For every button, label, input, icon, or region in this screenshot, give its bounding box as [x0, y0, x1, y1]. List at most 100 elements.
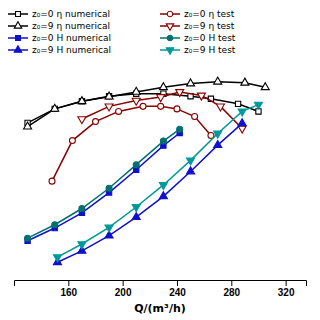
point-marker	[261, 83, 269, 90]
series-line	[28, 82, 266, 127]
point-marker	[53, 255, 61, 262]
series	[49, 103, 214, 184]
x-tick-label: 240	[169, 287, 186, 298]
series-line	[28, 129, 180, 238]
point-marker	[159, 183, 167, 190]
point-marker	[25, 235, 31, 241]
legend-item: z₀=0 η test	[160, 9, 235, 19]
point-marker	[132, 212, 140, 219]
legend-label: z₀=0 H numerical	[32, 33, 111, 43]
point-marker	[197, 93, 205, 100]
x-tick-mark	[286, 280, 287, 286]
legend-item: z₀=0 H test	[160, 33, 236, 43]
series-line	[28, 94, 259, 123]
series-line	[82, 92, 242, 129]
point-marker	[105, 92, 113, 99]
legend-marker	[166, 24, 173, 30]
series	[78, 90, 246, 133]
point-marker	[187, 167, 195, 174]
legend-marker	[167, 35, 173, 41]
point-marker	[69, 138, 75, 144]
legend-item: z₀=9 H numerical	[8, 45, 111, 55]
legend-marker	[166, 48, 173, 54]
legend-label: z₀=0 H test	[184, 33, 236, 43]
x-tick: 200	[115, 280, 132, 298]
point-marker	[216, 104, 224, 111]
x-tick: 320	[278, 280, 295, 298]
point-marker	[254, 102, 262, 109]
legend: z₀=0 η numerical z₀=0 η test z₀=9 η numeri…	[8, 9, 236, 55]
x-tick-mark	[123, 280, 124, 286]
point-marker	[116, 108, 122, 114]
legend-marker	[14, 46, 21, 52]
legend-item: z₀=9 η test	[160, 21, 235, 31]
legend-marker	[16, 12, 21, 17]
series	[25, 130, 182, 243]
point-marker	[187, 79, 195, 86]
legend-item: z₀=0 η numerical	[8, 9, 110, 19]
x-axis-line	[15, 281, 307, 287]
point-marker	[177, 126, 183, 132]
x-axis-title: Q/(m³/h)	[134, 302, 186, 315]
point-marker	[174, 106, 180, 112]
point-marker	[78, 117, 86, 124]
point-marker	[105, 104, 113, 111]
series	[25, 91, 261, 125]
legend-label: z₀=0 η test	[184, 9, 235, 19]
point-marker	[49, 178, 55, 184]
point-marker	[235, 101, 240, 106]
point-marker	[157, 95, 165, 102]
legend-item: z₀=9 H test	[160, 45, 236, 55]
series	[25, 126, 183, 241]
series	[53, 102, 262, 262]
point-marker	[214, 77, 222, 84]
x-axis: 160 200 240 280 320	[15, 280, 307, 298]
point-marker	[132, 205, 140, 212]
legend-marker	[16, 36, 21, 41]
point-marker	[52, 222, 58, 228]
legend-label: z₀=9 η test	[184, 21, 235, 31]
point-marker	[133, 162, 139, 168]
point-marker	[238, 126, 246, 133]
point-marker	[51, 104, 59, 111]
point-marker	[78, 242, 86, 249]
point-marker	[160, 138, 166, 144]
legend-marker	[167, 11, 173, 17]
point-marker	[24, 122, 32, 129]
point-marker	[105, 225, 113, 232]
legend-label: z₀=9 H numerical	[32, 45, 111, 55]
point-marker	[159, 83, 167, 90]
point-marker	[140, 103, 146, 109]
point-marker	[106, 185, 112, 191]
series	[53, 119, 246, 265]
point-marker	[238, 119, 246, 126]
x-tick-label: 320	[278, 287, 295, 298]
plot-area	[24, 77, 270, 264]
legend-label: z₀=0 η numerical	[32, 9, 110, 19]
point-marker	[78, 97, 86, 104]
x-tick: 240	[169, 280, 186, 298]
legend-item: z₀=9 η numerical	[8, 21, 110, 31]
point-marker	[238, 109, 246, 116]
series-line	[57, 105, 258, 258]
x-tick-label: 280	[223, 287, 240, 298]
x-tick: 280	[223, 280, 240, 298]
x-tick-mark	[231, 280, 232, 286]
x-tick-label: 160	[60, 287, 77, 298]
point-marker	[159, 192, 167, 199]
series-line	[28, 133, 180, 241]
x-tick-label: 200	[115, 287, 132, 298]
legend-item: z₀=0 H numerical	[8, 33, 111, 43]
series-line	[57, 123, 242, 262]
point-marker	[214, 131, 222, 138]
series-line	[52, 106, 211, 181]
x-tick-mark	[177, 280, 178, 286]
point-marker	[187, 158, 195, 165]
point-marker	[192, 114, 198, 120]
chart: 160200240280320Q/(m³/h)z₀=0 η numericalz…	[0, 0, 320, 320]
point-marker	[93, 119, 99, 125]
point-marker	[176, 90, 184, 97]
point-marker	[132, 98, 140, 105]
point-marker	[214, 141, 222, 148]
point-marker	[132, 87, 140, 94]
